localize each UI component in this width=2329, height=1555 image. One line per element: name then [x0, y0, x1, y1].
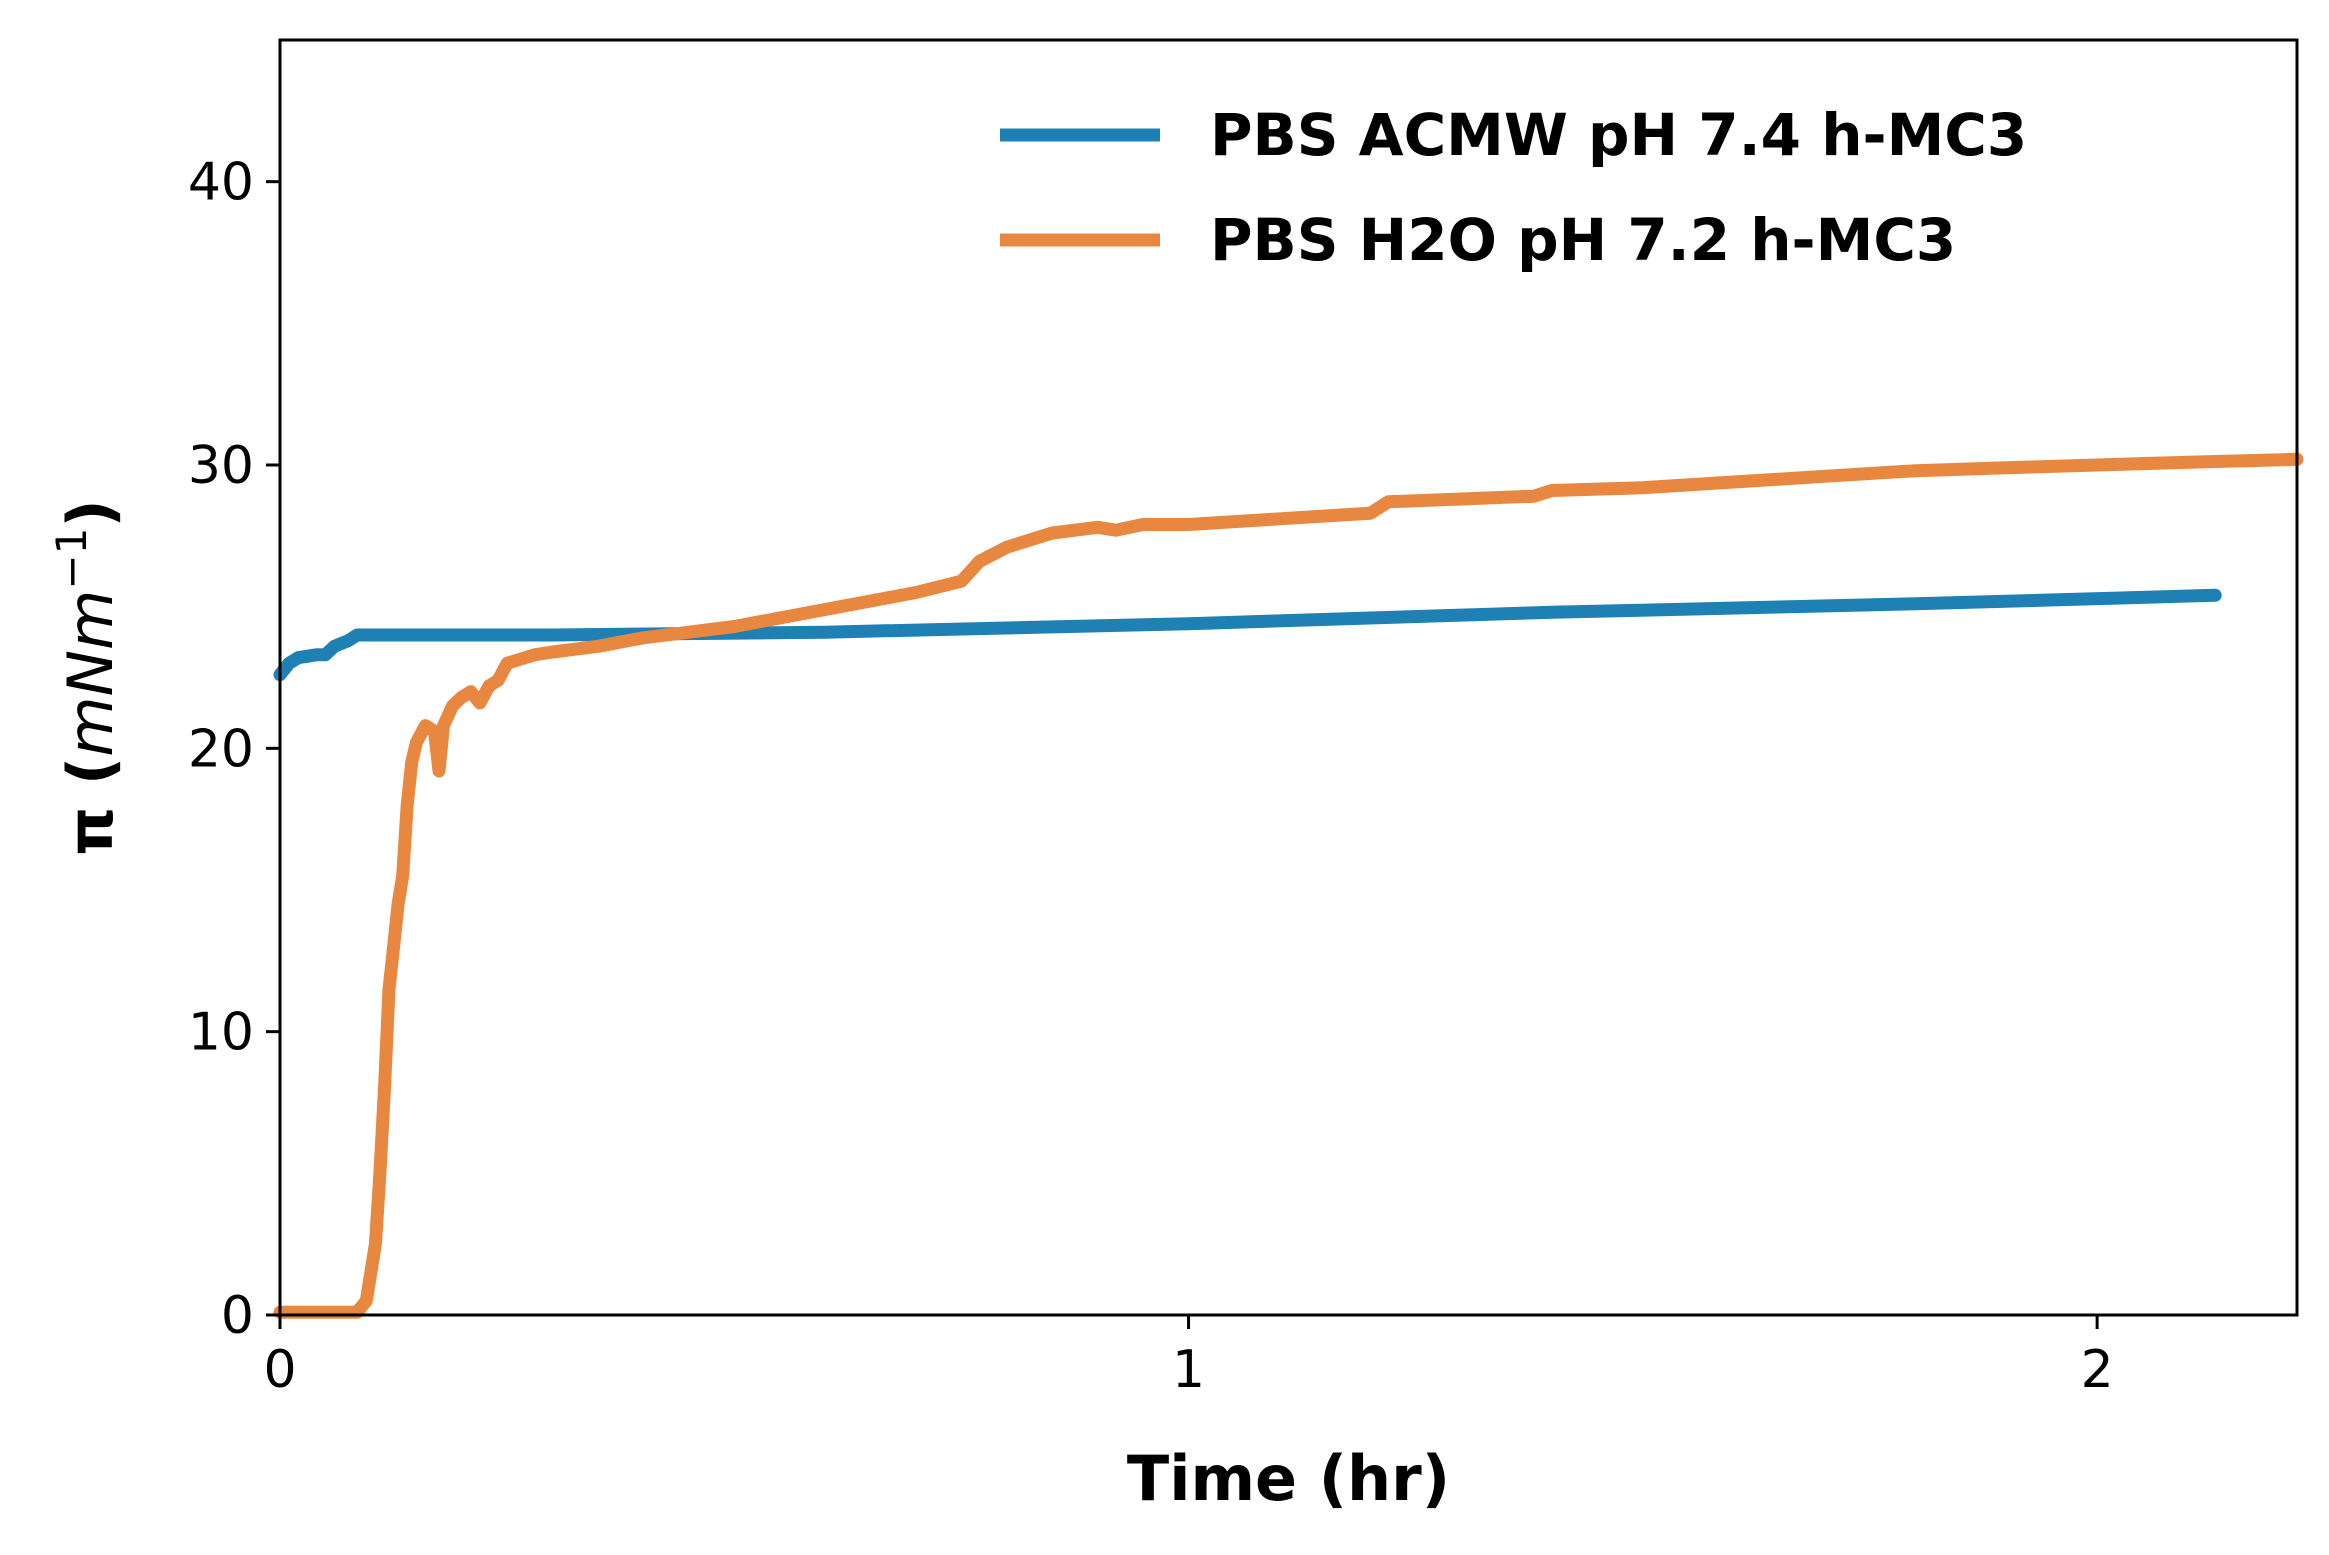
legend: PBS ACMW pH 7.4 h-MC3 PBS H2O pH 7.2 h-MC… — [1000, 101, 2027, 274]
y-tick-label: 10 — [188, 1003, 254, 1063]
y-axis-label: π (mNm−1) — [47, 499, 127, 855]
y-axis-label-prefix: π ( — [54, 757, 127, 856]
x-tick-label: 0 — [263, 1340, 296, 1400]
y-axis-label-suffix: ) — [54, 499, 127, 527]
y-tick-label: 30 — [188, 436, 254, 496]
y-tick-label: 0 — [221, 1286, 254, 1346]
legend-label-2: PBS H2O pH 7.2 h-MC3 — [1210, 206, 1956, 274]
series-line-2 — [273, 452, 2304, 1319]
y-axis-label-exponent: −1 — [47, 528, 96, 590]
y-axis-label-unit: mNm — [54, 590, 127, 757]
y-tick-label: 20 — [188, 719, 254, 779]
x-tick-label: 2 — [2081, 1340, 2114, 1400]
y-tick-label: 40 — [188, 153, 254, 213]
plot-frame — [278, 38, 2299, 1317]
series-line-1 — [273, 588, 2222, 682]
series-layer — [273, 452, 2304, 1319]
x-axis-label: Time (hr) — [1127, 1442, 1450, 1515]
x-tick-label: 1 — [1172, 1340, 1205, 1400]
legend-label-1: PBS ACMW pH 7.4 h-MC3 — [1210, 101, 2027, 169]
